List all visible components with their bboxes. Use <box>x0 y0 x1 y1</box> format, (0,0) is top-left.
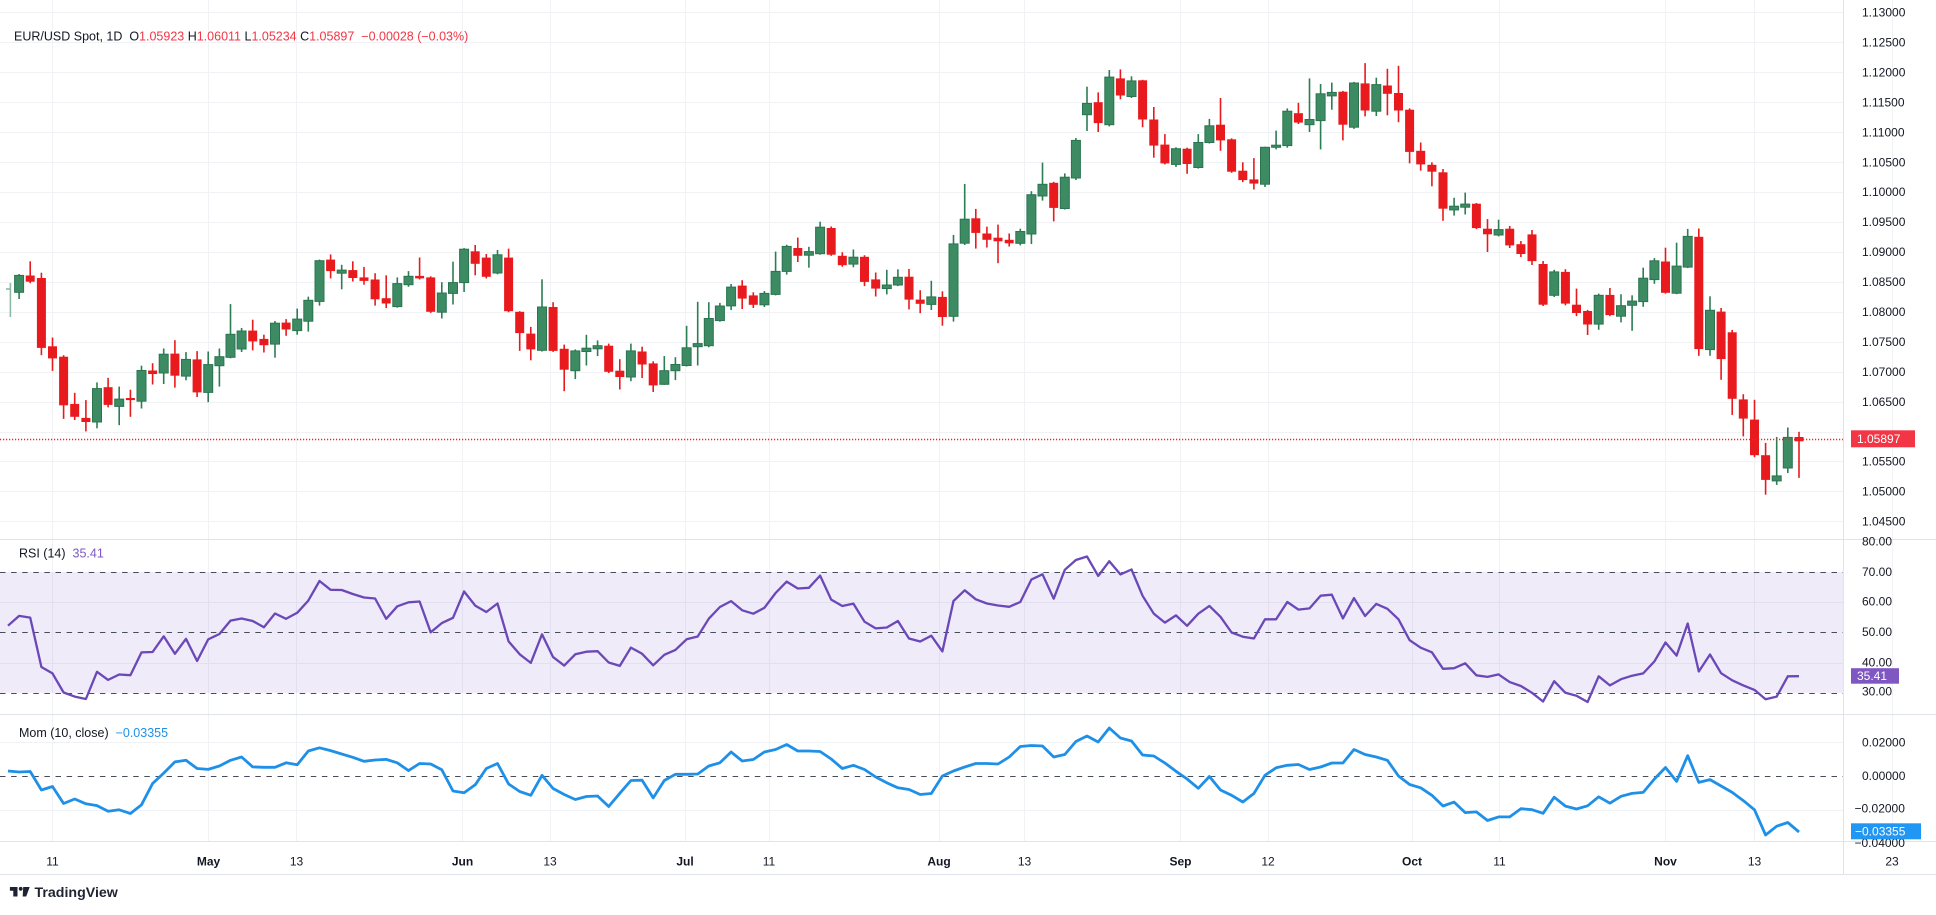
svg-text:12: 12 <box>1261 854 1275 868</box>
svg-text:1.12000: 1.12000 <box>1862 65 1906 79</box>
svg-text:TradingView: TradingView <box>35 885 119 901</box>
svg-text:1.07000: 1.07000 <box>1862 365 1906 379</box>
svg-text:−0.03355: −0.03355 <box>1855 825 1906 839</box>
svg-text:Mom (10, close) −0.03355: Mom (10, close) −0.03355 <box>19 726 168 740</box>
svg-text:1.10500: 1.10500 <box>1862 155 1906 169</box>
svg-text:1.06500: 1.06500 <box>1862 395 1906 409</box>
svg-text:40.00: 40.00 <box>1862 655 1892 669</box>
svg-text:1.08500: 1.08500 <box>1862 275 1906 289</box>
svg-text:May: May <box>197 854 221 868</box>
svg-text:0.00000: 0.00000 <box>1862 769 1906 783</box>
svg-text:0.02000: 0.02000 <box>1862 736 1906 750</box>
svg-text:1.05000: 1.05000 <box>1862 485 1906 499</box>
svg-text:Nov: Nov <box>1654 854 1677 868</box>
svg-text:13: 13 <box>290 854 304 868</box>
svg-text:Jul: Jul <box>676 854 693 868</box>
svg-text:23: 23 <box>1885 854 1899 868</box>
svg-text:60.00: 60.00 <box>1862 594 1892 608</box>
svg-text:11: 11 <box>1493 854 1506 868</box>
svg-text:1.13000: 1.13000 <box>1862 6 1906 20</box>
svg-text:Sep: Sep <box>1169 854 1191 868</box>
svg-text:1.05897: 1.05897 <box>1857 432 1901 446</box>
svg-text:1.08000: 1.08000 <box>1862 305 1906 319</box>
svg-text:11: 11 <box>46 854 59 868</box>
svg-text:1.11500: 1.11500 <box>1862 95 1905 109</box>
svg-text:13: 13 <box>1748 854 1762 868</box>
svg-text:Jun: Jun <box>452 854 473 868</box>
svg-text:1.05500: 1.05500 <box>1862 455 1906 469</box>
svg-text:1.04500: 1.04500 <box>1862 515 1906 529</box>
svg-text:1.10000: 1.10000 <box>1862 185 1906 199</box>
svg-text:1.11000: 1.11000 <box>1862 125 1905 139</box>
svg-text:35.41: 35.41 <box>1857 669 1887 683</box>
svg-text:70.00: 70.00 <box>1862 565 1892 579</box>
svg-text:13: 13 <box>1018 854 1032 868</box>
svg-text:1.12500: 1.12500 <box>1862 36 1906 50</box>
svg-text:50.00: 50.00 <box>1862 625 1892 639</box>
svg-text:Aug: Aug <box>927 854 950 868</box>
svg-text:1.09500: 1.09500 <box>1862 215 1906 229</box>
svg-text:EUR/USD Spot, 1D O1.05923 H1.: EUR/USD Spot, 1D O1.05923 H1.06011 L1.05… <box>14 30 468 44</box>
svg-text:Oct: Oct <box>1402 854 1422 868</box>
svg-text:−0.02000: −0.02000 <box>1855 802 1906 816</box>
svg-text:13: 13 <box>543 854 557 868</box>
svg-text:RSI (14) 35.41: RSI (14) 35.41 <box>19 547 104 561</box>
svg-text:30.00: 30.00 <box>1862 685 1892 699</box>
svg-text:1.07500: 1.07500 <box>1862 335 1906 349</box>
svg-text:80.00: 80.00 <box>1862 535 1892 549</box>
svg-text:1.09000: 1.09000 <box>1862 245 1906 259</box>
svg-text:11: 11 <box>763 854 776 868</box>
